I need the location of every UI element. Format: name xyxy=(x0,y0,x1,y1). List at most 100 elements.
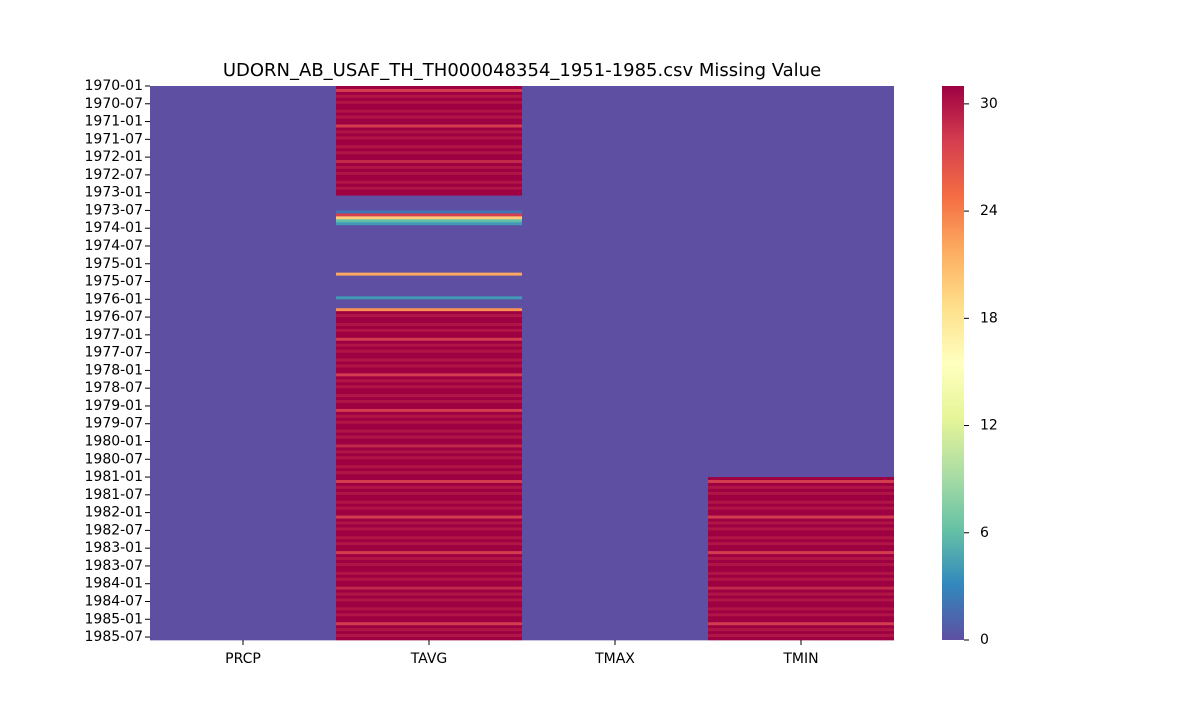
heatmap-cell xyxy=(708,637,894,641)
y-tick-label: 1975-01 xyxy=(85,256,144,272)
heatmap-cell xyxy=(336,480,522,484)
heatmap-cell xyxy=(708,634,894,638)
heatmap-cell xyxy=(336,471,522,475)
heatmap-cell xyxy=(336,346,522,351)
heatmap-cell xyxy=(336,183,522,188)
heatmap-cell xyxy=(336,491,522,496)
heatmap-cell xyxy=(336,367,522,371)
heatmap-cell xyxy=(336,320,522,324)
x-tick-label: TAVG xyxy=(410,651,448,667)
heatmap-cell xyxy=(336,299,522,309)
heatmap-cell xyxy=(336,118,522,122)
heatmap-cell xyxy=(336,438,522,442)
heatmap-cell xyxy=(336,562,522,567)
heatmap-cell xyxy=(336,568,522,573)
y-tick-label: 1983-07 xyxy=(85,558,144,574)
heatmap-cell xyxy=(336,539,522,543)
heatmap-cell xyxy=(336,628,522,632)
colorbar-tick-label: 18 xyxy=(980,310,998,326)
heatmap-cell xyxy=(336,394,522,398)
y-tick-label: 1985-07 xyxy=(85,629,144,645)
y-tick-label: 1982-07 xyxy=(85,522,144,538)
heatmap-cell xyxy=(708,586,894,590)
heatmap-cell xyxy=(708,545,894,549)
heatmap-cell xyxy=(336,94,522,99)
y-tick-label: 1978-01 xyxy=(85,362,144,378)
heatmap-cell xyxy=(336,574,522,579)
heatmap-cell xyxy=(336,391,522,395)
x-tick-label: TMIN xyxy=(782,651,818,667)
heatmap-cell xyxy=(336,186,522,191)
heatmap-cell xyxy=(336,592,522,596)
heatmap-cell xyxy=(336,619,522,623)
y-tick-label: 1979-01 xyxy=(85,398,144,414)
heatmap-cell xyxy=(336,598,522,602)
heatmap-cell xyxy=(708,533,894,537)
y-tick-label: 1976-07 xyxy=(85,309,144,325)
heatmap-cell xyxy=(708,536,894,540)
heatmap-cell xyxy=(336,323,522,327)
heatmap-cell xyxy=(336,349,522,353)
heatmap-cell xyxy=(336,453,522,457)
heatmap-cell xyxy=(336,545,522,549)
heatmap-cell xyxy=(336,177,522,182)
y-tick-label: 1972-01 xyxy=(85,149,144,165)
heatmap-cell xyxy=(336,352,522,356)
heatmap-cell xyxy=(336,334,522,339)
heatmap-cell xyxy=(336,616,522,620)
heatmap-cell xyxy=(708,604,894,608)
heatmap-cell xyxy=(336,355,522,359)
heatmap-cell xyxy=(336,160,522,164)
y-tick-label: 1970-07 xyxy=(85,96,144,112)
heatmap-cell xyxy=(336,577,522,582)
heatmap-cell xyxy=(708,551,894,555)
heatmap-cell xyxy=(336,225,522,273)
heatmap-cell xyxy=(336,195,522,211)
heatmap-cell xyxy=(336,168,522,173)
heatmap-cell xyxy=(336,512,522,516)
heatmap-cell xyxy=(708,607,894,611)
heatmap-cell xyxy=(336,503,522,508)
heatmap-cell xyxy=(708,542,894,546)
heatmap-cell xyxy=(336,488,522,493)
y-tick-label: 1970-01 xyxy=(85,78,144,94)
heatmap-cell xyxy=(708,509,894,513)
heatmap-cell xyxy=(708,562,894,567)
heatmap-cell xyxy=(336,625,522,629)
heatmap-cell xyxy=(708,494,894,499)
heatmap-cell xyxy=(336,151,522,155)
heatmap-cell xyxy=(336,216,522,220)
heatmap-cell xyxy=(336,435,522,439)
heatmap-cell xyxy=(336,459,522,463)
heatmap-cell xyxy=(708,521,894,525)
heatmap-cell xyxy=(708,518,894,522)
heatmap-cell xyxy=(708,500,894,505)
heatmap-cell xyxy=(708,610,894,614)
heatmap-cell xyxy=(336,607,522,611)
heatmap-cell xyxy=(336,405,522,410)
y-tick-label: 1972-07 xyxy=(85,167,144,183)
heatmap-cell xyxy=(336,174,522,179)
heatmap-cell xyxy=(336,100,522,105)
heatmap-cell xyxy=(708,568,894,573)
heatmap-cell xyxy=(708,86,894,478)
heatmap-cell xyxy=(336,343,522,348)
heatmap-cell xyxy=(336,548,522,552)
heatmap-cell xyxy=(336,417,522,422)
heatmap-cell xyxy=(336,444,522,448)
y-tick-label: 1973-01 xyxy=(85,185,144,201)
heatmap-cell xyxy=(708,488,894,493)
heatmap-cell xyxy=(336,130,522,134)
heatmap-cell xyxy=(336,86,522,90)
heatmap-cell xyxy=(336,610,522,614)
y-tick-label: 1979-07 xyxy=(85,416,144,432)
x-axis: PRCP TAVG TMAX TMIN xyxy=(225,640,819,667)
colorbar xyxy=(942,86,964,640)
heatmap-cell xyxy=(336,180,522,185)
heatmap-cell xyxy=(708,565,894,570)
heatmap-cell xyxy=(336,382,522,386)
heatmap-cell xyxy=(336,213,522,217)
heatmap-cell xyxy=(708,577,894,582)
heatmap-cell xyxy=(336,589,522,593)
heatmap-cell xyxy=(336,388,522,392)
